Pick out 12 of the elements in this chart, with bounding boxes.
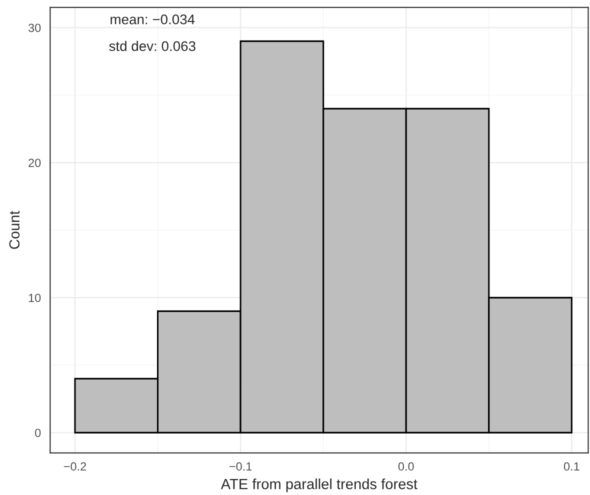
annotation: std dev: 0.063: [109, 40, 196, 52]
x-tick-label: 0.1: [564, 462, 580, 471]
annotation: mean: −0.034: [110, 14, 195, 24]
y-tick-label: 0: [35, 428, 41, 438]
x-tick-label: −0.2: [64, 462, 86, 471]
y-tick-label: 10: [28, 294, 41, 302]
x-axis-title: ATE from parallel trends forest: [220, 478, 418, 492]
y-axis-title: Count: [9, 210, 20, 249]
y-tick-label: 20: [28, 158, 41, 168]
x-tick-label: 0.0: [398, 462, 414, 471]
y-tick-label: 30: [28, 24, 41, 32]
x-tick-label: −0.1: [229, 462, 252, 471]
